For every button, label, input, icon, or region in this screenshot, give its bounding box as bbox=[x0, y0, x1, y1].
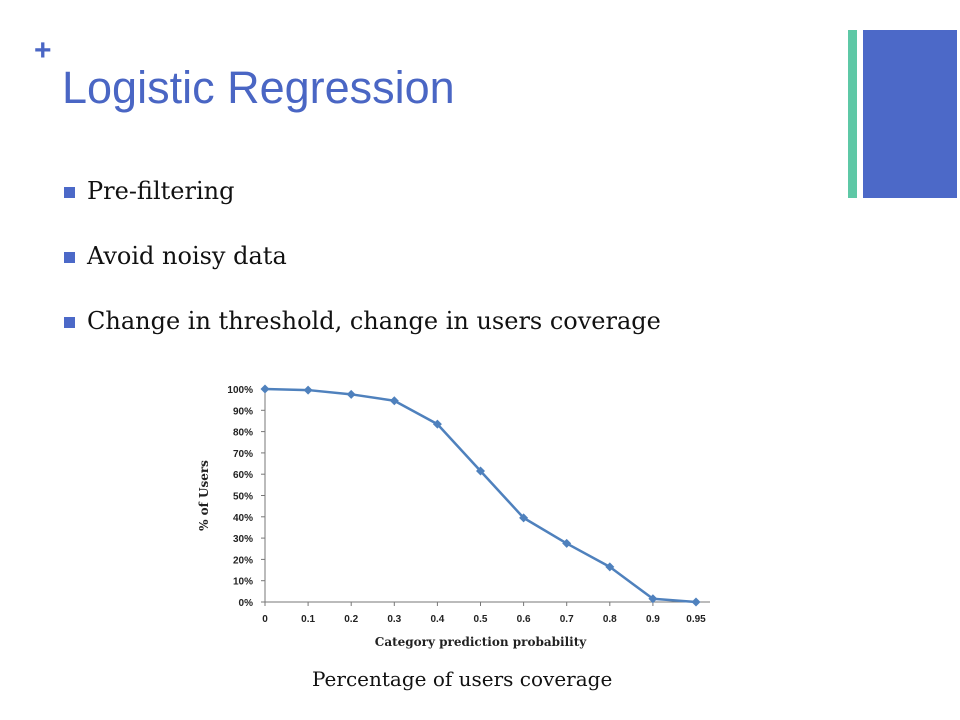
x-tick-label: 0.95 bbox=[686, 614, 706, 625]
x-tick-label: 0.6 bbox=[517, 614, 531, 625]
square-bullet-icon bbox=[64, 187, 75, 198]
x-tick-label: 0.9 bbox=[646, 614, 660, 625]
x-tick-label: 0 bbox=[262, 614, 268, 625]
y-tick-label: 40% bbox=[233, 513, 253, 524]
decorative-blue-bar bbox=[863, 30, 957, 198]
decorative-teal-bar bbox=[848, 30, 857, 198]
y-tick-label: 80% bbox=[233, 428, 253, 439]
x-tick-label: 0.3 bbox=[387, 614, 401, 625]
y-tick-label: 10% bbox=[233, 577, 253, 588]
data-point-marker bbox=[260, 384, 270, 394]
square-bullet-icon bbox=[64, 317, 75, 328]
bullet-text: Pre-filtering bbox=[87, 177, 235, 205]
x-tick-label: 0.7 bbox=[560, 614, 574, 625]
data-point-marker bbox=[389, 396, 399, 406]
data-point-marker bbox=[476, 466, 485, 476]
data-point-marker bbox=[346, 389, 356, 399]
data-point-marker bbox=[303, 385, 313, 395]
x-axis-label: Category prediction probability bbox=[375, 635, 587, 649]
data-point-marker bbox=[519, 513, 529, 523]
y-tick-label: 90% bbox=[233, 406, 253, 417]
y-tick-label: 20% bbox=[233, 555, 253, 566]
data-point-marker bbox=[648, 594, 658, 604]
data-point-marker bbox=[605, 562, 615, 572]
slide-plus-marker: + bbox=[34, 34, 52, 67]
series-line bbox=[264, 387, 697, 604]
x-tick-label: 0.8 bbox=[603, 614, 617, 625]
x-tick-label: 0.4 bbox=[430, 614, 444, 625]
bullet-text: Change in threshold, change in users cov… bbox=[87, 307, 661, 335]
y-tick-label: 70% bbox=[233, 449, 253, 460]
y-tick-label: 60% bbox=[233, 470, 253, 481]
x-tick-label: 0.1 bbox=[301, 614, 315, 625]
y-tick-label: 50% bbox=[233, 492, 253, 503]
square-bullet-icon bbox=[64, 252, 75, 263]
x-tick-label: 0.2 bbox=[344, 614, 358, 625]
slide-title: Logistic Regression bbox=[62, 62, 455, 113]
data-point-marker bbox=[691, 597, 701, 607]
y-tick-label: 100% bbox=[227, 385, 253, 396]
x-tick-label: 0.5 bbox=[474, 614, 488, 625]
chart-caption: Percentage of users coverage bbox=[312, 667, 613, 691]
chart-svg: 0% 10% 20% 30% 40% 50% 60% 70% 80% 90% 100% 0 0.1 0.2… bbox=[197, 384, 710, 649]
data-point-marker bbox=[432, 419, 442, 429]
coverage-chart: 0% 10% 20% 30% 40% 50% 60% 70% 80% 90% 100% 0 0.1 0.2… bbox=[188, 376, 740, 660]
bullet-text: Avoid noisy data bbox=[87, 242, 287, 270]
y-tick-label: 30% bbox=[233, 534, 253, 545]
data-point-marker bbox=[562, 538, 572, 548]
y-axis-label: % of Users bbox=[197, 460, 211, 531]
y-tick-label: 0% bbox=[239, 598, 254, 609]
